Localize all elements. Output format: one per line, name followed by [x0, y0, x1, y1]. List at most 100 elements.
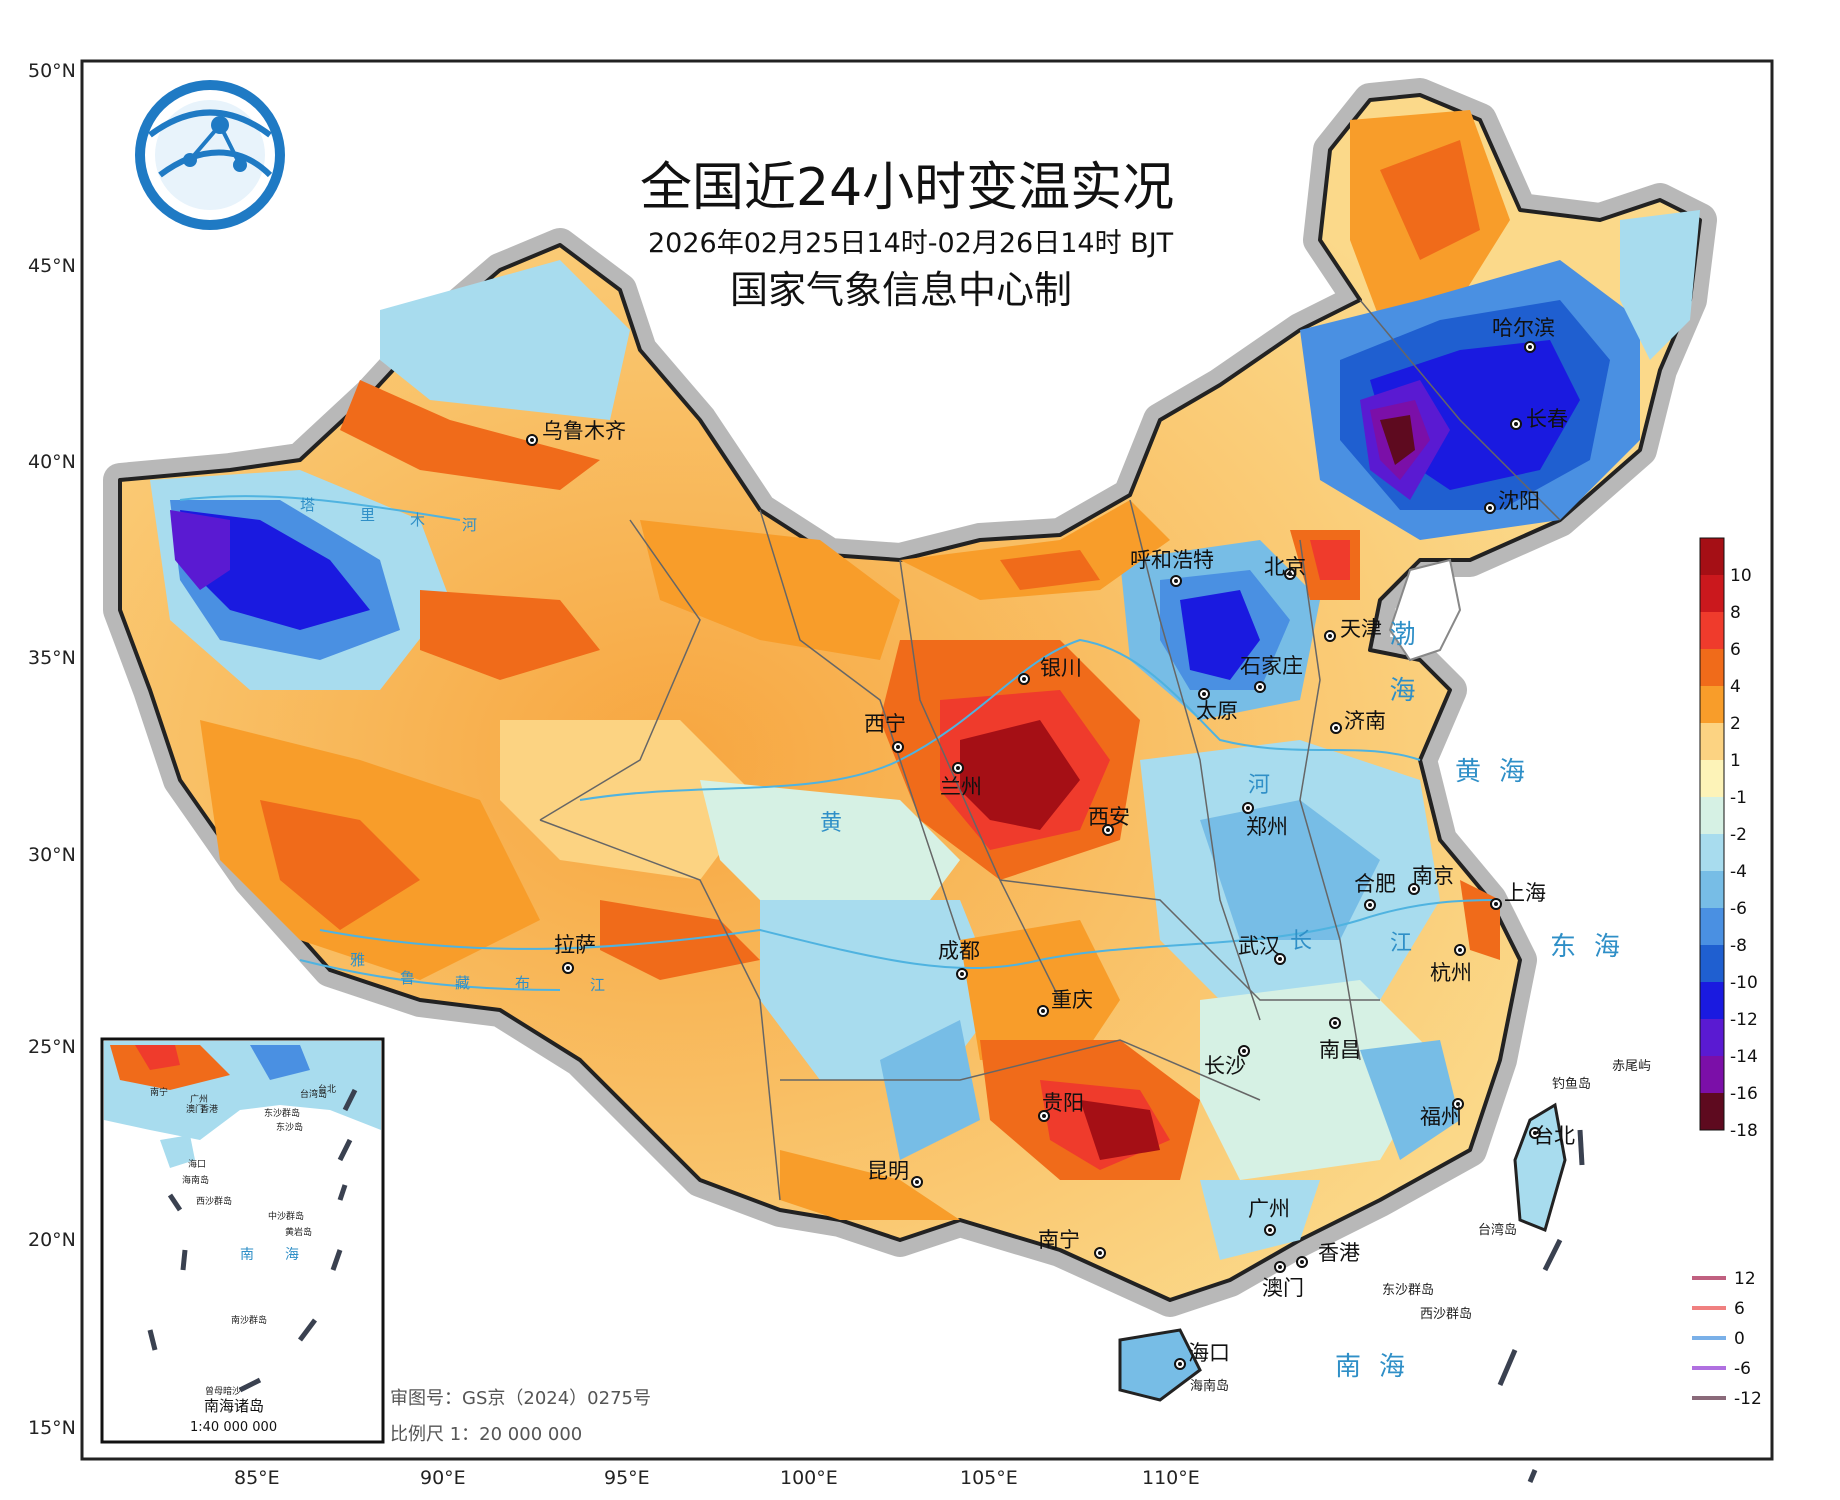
inset-label: 台湾岛: [300, 1088, 327, 1100]
lat-label: 20°N: [28, 1229, 76, 1251]
city-label: 兰州: [940, 775, 982, 799]
rivers: [179, 495, 1501, 991]
inset-label: 东沙岛: [276, 1121, 303, 1133]
lat-label: 45°N: [28, 255, 76, 277]
legend-swatch: [1700, 908, 1724, 945]
city-marker: 昆明: [867, 1159, 923, 1188]
legend-swatch: [1700, 723, 1724, 760]
lat-label: 30°N: [28, 844, 76, 866]
bohai-sea: [1388, 558, 1462, 662]
lon-label: 110°E: [1142, 1467, 1200, 1489]
taiwan-island: [1513, 1102, 1567, 1233]
river-label: 江: [1390, 931, 1412, 956]
city-label: 乌鲁木齐: [542, 419, 626, 443]
city-label: 沈阳: [1498, 489, 1540, 513]
city-marker: 海口: [1174, 1341, 1230, 1370]
city-label: 成都: [938, 939, 980, 963]
city-marker: 西安: [1088, 805, 1130, 836]
city-marker: 长沙: [1204, 1045, 1250, 1078]
legend-level: 4: [1730, 677, 1741, 697]
inset-label: 西沙群岛: [196, 1195, 232, 1207]
city-label: 南京: [1412, 864, 1454, 888]
city-label: 南宁: [1038, 1228, 1080, 1252]
inset-label: 东沙群岛: [264, 1107, 300, 1119]
latitude-labels: 50°N 45°N 40°N 35°N 30°N 25°N 20°N 15°N: [28, 60, 76, 1439]
legend-level: -2: [1730, 825, 1747, 845]
longitude-labels: 85°E 90°E 95°E 100°E 105°E 110°E: [234, 1467, 1200, 1489]
map-producer: 国家气象信息中心制: [730, 268, 1072, 312]
city-marker: 合肥: [1354, 872, 1396, 911]
lat-label: 15°N: [28, 1417, 76, 1439]
city-marker: 上海: [1490, 881, 1546, 910]
inset-label: 广州: [190, 1093, 208, 1105]
legend-level: -12: [1730, 1010, 1758, 1030]
city-marker: 呼和浩特: [1130, 548, 1214, 587]
city-label: 太原: [1196, 699, 1238, 723]
legend-swatch: [1700, 1056, 1724, 1093]
city-marker: 哈尔滨: [1492, 316, 1555, 353]
city-label: 南昌: [1319, 1038, 1361, 1062]
city-label: 武汉: [1238, 934, 1280, 958]
lat-label: 25°N: [28, 1036, 76, 1058]
city-marker: 广州: [1248, 1197, 1290, 1236]
city-marker: 拉萨: [554, 933, 596, 974]
inset-label: 海: [285, 1247, 299, 1263]
city-marker: 武汉: [1238, 934, 1286, 965]
legend-swatch: [1700, 797, 1724, 834]
city-marker: 贵阳: [1038, 1091, 1084, 1122]
river-label: 河: [1248, 773, 1270, 798]
city-label: 拉萨: [554, 933, 596, 957]
city-marker: 台北: [1529, 1124, 1575, 1148]
city-label: 长春: [1526, 407, 1568, 431]
inset-label: 南宁: [150, 1086, 168, 1098]
city-marker: 澳门: [1262, 1261, 1304, 1300]
hainan-island: [1118, 1328, 1202, 1402]
city-marker: 杭州: [1430, 944, 1472, 985]
inset-label: 海口: [188, 1158, 206, 1170]
legend-level: -18: [1730, 1121, 1758, 1141]
city-label: 石家庄: [1240, 654, 1303, 678]
legend-level: 8: [1730, 603, 1741, 623]
legend-level: 6: [1730, 640, 1741, 660]
city-marker: 天津: [1324, 617, 1382, 642]
legend-level: 1: [1730, 751, 1741, 771]
legend-swatch: [1700, 538, 1724, 575]
inset-label: 黄岩岛: [285, 1226, 312, 1238]
city-label: 呼和浩特: [1130, 548, 1214, 572]
sea-label-east: 东海: [1550, 932, 1638, 962]
river-labels: 塔里木河黄河长 江雅鲁藏布江: [300, 496, 1412, 994]
legend-swatch: [1700, 871, 1724, 908]
city-label: 哈尔滨: [1492, 316, 1555, 340]
city-label: 西宁: [864, 712, 906, 736]
island-label: 东沙群岛: [1382, 1282, 1434, 1298]
legend-level: -4: [1730, 862, 1747, 882]
city-marker: 成都: [938, 939, 980, 980]
city-label: 澳门: [1262, 1276, 1304, 1300]
city-marker: 银川: [1018, 656, 1082, 685]
city-marker: 郑州: [1242, 802, 1288, 839]
city-label: 济南: [1344, 709, 1386, 733]
island-label: 台湾岛: [1478, 1222, 1517, 1238]
sea-label-yellow: 黄海: [1455, 757, 1543, 787]
island-labels: 钓鱼岛 赤尾屿 台湾岛 东沙群岛 西沙群岛 海南岛: [1190, 1059, 1651, 1394]
lon-label: 105°E: [960, 1467, 1018, 1489]
legend-line-level: 12: [1734, 1269, 1756, 1289]
river-label: 里: [360, 506, 375, 524]
river-label: 黄: [820, 811, 842, 836]
city-marker: 福州: [1420, 1098, 1464, 1129]
city-label: 广州: [1248, 1197, 1290, 1221]
river-label: 河: [462, 516, 477, 534]
map-period: 2026年02月25日14时-02月26日14时 BJT: [648, 228, 1174, 259]
province-borders: [539, 299, 1561, 1201]
inset-label: 海南岛: [182, 1174, 209, 1186]
legend-level: -16: [1730, 1084, 1758, 1104]
lon-label: 90°E: [420, 1467, 466, 1489]
city-label: 西安: [1088, 805, 1130, 829]
city-label: 重庆: [1051, 988, 1093, 1012]
lon-label: 100°E: [780, 1467, 838, 1489]
legend-level: -14: [1730, 1047, 1758, 1067]
city-label: 天津: [1340, 617, 1382, 641]
legend-level: -10: [1730, 973, 1758, 993]
city-label: 海口: [1188, 1341, 1230, 1365]
